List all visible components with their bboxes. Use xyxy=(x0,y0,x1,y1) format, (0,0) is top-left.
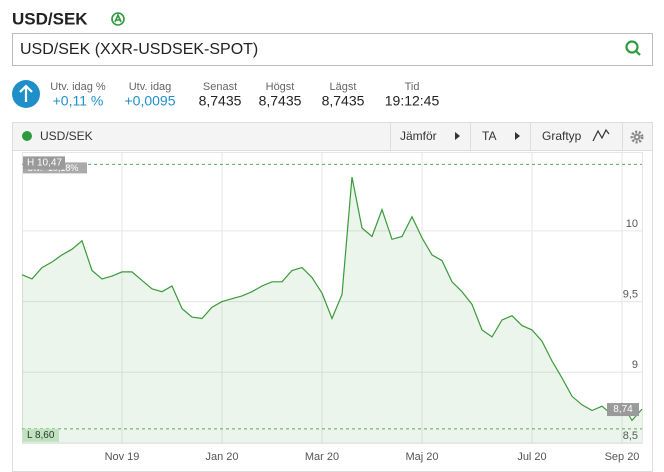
last-label-bg xyxy=(607,403,639,417)
low-label-bg xyxy=(23,428,59,442)
series-label: USD/SEK xyxy=(40,129,93,143)
toolbar-arrow xyxy=(455,132,460,140)
x-tick-label: Jul 20 xyxy=(517,451,546,463)
stat-label: Utv. idag % xyxy=(50,81,106,93)
chart-type-icon xyxy=(592,128,610,142)
last-label: 8,74 xyxy=(613,404,633,415)
plot: 8,5 9 9,5 10 Nov 19 Jan 20 Mar 20 Maj 20 Jul 20 S… xyxy=(21,153,643,463)
stat-value: 8,7435 xyxy=(199,93,242,109)
line xyxy=(21,176,643,422)
y-tick-label: 8,5 xyxy=(623,430,638,442)
y-tick-label: 10 xyxy=(626,218,638,230)
toolbar-button[interactable]: Jämför xyxy=(400,129,437,143)
stat-value: 19:12:45 xyxy=(385,93,440,109)
search-box[interactable] xyxy=(12,33,653,66)
search-icon[interactable] xyxy=(625,40,641,56)
stat-label: Lägst xyxy=(330,81,357,93)
area xyxy=(22,177,642,443)
alert-icon[interactable] xyxy=(111,12,125,26)
x-tick-label: Maj 20 xyxy=(405,451,438,463)
stat-label: Utv. idag xyxy=(129,81,172,93)
page-title: USD/SEK xyxy=(12,9,88,28)
toolbar-dividers xyxy=(390,123,623,150)
x-tick-label: Mar 20 xyxy=(305,451,339,463)
stat-value: 8,7435 xyxy=(322,93,365,109)
x-tick-label: Sep 20 xyxy=(605,451,640,463)
stat-label: Senast xyxy=(203,81,237,93)
toolbar-button[interactable]: TA xyxy=(482,129,496,143)
y-tick-label: 9 xyxy=(632,359,638,371)
x-tick-label: Jan 20 xyxy=(205,451,238,463)
stat-value: +0,11 % xyxy=(53,93,104,109)
low-label: L 8,60 xyxy=(27,430,55,441)
change-indicator xyxy=(12,80,40,108)
stat-value: 8,7435 xyxy=(259,93,302,109)
settings-icon[interactable] xyxy=(630,130,644,144)
chart-toolbar xyxy=(13,123,652,150)
stats: Utv. idag %+0,11 % Utv. idag+0,0095 Senast… xyxy=(50,81,439,109)
series-dot xyxy=(22,131,32,141)
stat-label: Högst xyxy=(266,81,295,93)
x-tick-label: Nov 19 xyxy=(105,451,140,463)
y-tick-label: 9,5 xyxy=(623,288,638,300)
high-label-bg xyxy=(23,156,65,170)
stat-value: +0,0095 xyxy=(125,93,176,109)
plot-area xyxy=(22,152,643,444)
stat-label: Tid xyxy=(405,81,420,93)
toolbar-button[interactable]: Graftyp xyxy=(542,129,582,143)
search-text[interactable]: USD/SEK (XXR-USDSEK-SPOT) xyxy=(20,41,258,58)
high-label: H 10,47 xyxy=(27,158,62,169)
toolbar-arrow xyxy=(515,132,520,140)
